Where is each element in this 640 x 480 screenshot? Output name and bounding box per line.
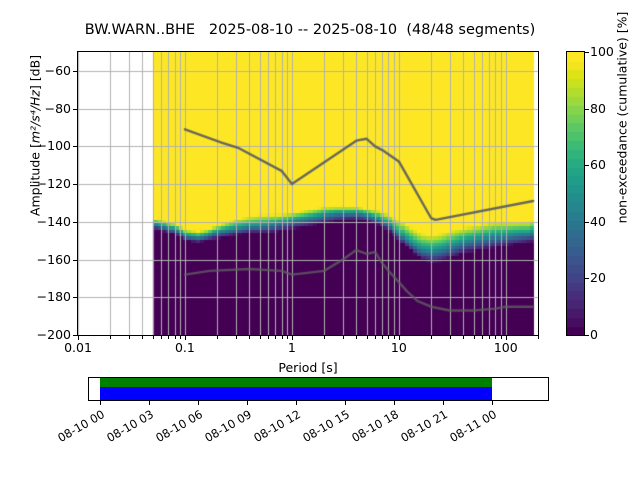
colorbar-label: non-exceedance (cumulative) [%] [614,11,630,224]
x-minor-tick-mark [495,336,496,339]
colorbar-tick-mark [585,335,589,336]
x-tick-mark [399,336,400,340]
x-minor-tick-mark [175,336,176,339]
y-tick-mark [73,222,77,223]
x-minor-tick-mark [474,336,475,339]
x-minor-tick-mark [180,336,181,339]
x-minor-tick-mark [375,336,376,339]
x-minor-tick-mark [343,336,344,339]
x-minor-tick-mark [287,336,288,339]
colorbar-tick-mark [585,222,589,223]
colorbar-tick-label: 80 [590,100,606,116]
x-minor-tick-mark [463,336,464,339]
colorbar-tick-mark [585,165,589,166]
data-coverage-bar [88,377,549,401]
coverage-segment-blue [100,387,492,400]
x-minor-tick-mark [161,336,162,339]
x-tick-label: 10 [390,340,407,355]
colorbar-tick-mark [585,278,589,279]
x-minor-tick-mark [217,336,218,339]
coverage-tick-mark [394,401,395,405]
figure-title: BW.WARN..BHE 2025-08-10 -- 2025-08-10 (4… [84,22,536,38]
colorbar-tick-label: 60 [590,157,606,173]
x-tick-label: 0.1 [174,340,195,355]
x-minor-tick-mark [356,336,357,339]
coverage-tick-mark [149,401,150,405]
colorbar-tick-label: 100 [590,44,614,59]
x-minor-tick-mark [268,336,269,339]
colorbar-tick-label: 40 [590,213,606,229]
y-tick-label: −80 [44,100,71,116]
y-tick-mark [73,335,77,336]
ppsd-plot-area [77,51,539,336]
coverage-tick-mark [345,401,346,405]
x-minor-tick-mark [431,336,432,339]
x-minor-tick-mark [450,336,451,339]
y-tick-label: −200 [36,327,71,342]
x-minor-tick-mark [394,336,395,339]
coverage-tick-label: 08-11 00 [447,407,499,445]
coverage-segment-green [100,378,492,387]
x-tick-label: 0.01 [64,340,92,355]
y-tick-label: −160 [36,251,71,267]
y-axis-label: Amplitude [m²/s⁴/Hz] [dB] [27,54,43,217]
x-minor-tick-mark [249,336,250,339]
x-tick-mark [506,336,507,340]
x-tick-label: 100 [493,340,518,355]
x-minor-tick-mark [388,336,389,339]
coverage-tick-mark [198,401,199,405]
colorbar-tick-label: 0 [590,327,598,342]
y-tick-mark [73,297,77,298]
colorbar [566,51,585,336]
x-minor-tick-mark [282,336,283,339]
x-minor-tick-mark [501,336,502,339]
y-tick-mark [73,260,77,261]
y-tick-label: −120 [36,176,71,192]
x-tick-mark [185,336,186,340]
x-minor-tick-mark [142,336,143,339]
x-axis-label: Period [s] [278,360,338,375]
y-tick-mark [73,71,77,72]
y-tick-mark [73,146,77,147]
colorbar-tick-mark [585,52,589,53]
x-minor-tick-mark [324,336,325,339]
colorbar-tick-mark [585,109,589,110]
coverage-tick-mark [296,401,297,405]
y-tick-label: −140 [36,213,71,229]
coverage-tick-mark [247,401,248,405]
colorbar-gradient [567,52,584,335]
x-minor-tick-mark [538,336,539,339]
x-tick-mark [292,336,293,340]
y-tick-label: −180 [36,289,71,305]
coverage-tick-mark [443,401,444,405]
x-minor-tick-mark [110,336,111,339]
x-minor-tick-mark [482,336,483,339]
y-tick-label: −100 [36,138,71,154]
x-minor-tick-mark [168,336,169,339]
x-minor-tick-mark [129,336,130,339]
coverage-tick-mark [492,401,493,405]
x-tick-label: 1 [287,340,296,355]
x-minor-tick-mark [275,336,276,339]
x-minor-tick-mark [236,336,237,339]
y-tick-mark [73,184,77,185]
coverage-tick-mark [100,401,101,405]
x-minor-tick-mark [489,336,490,339]
colorbar-tick-label: 20 [590,270,606,286]
x-minor-tick-mark [367,336,368,339]
x-minor-tick-mark [260,336,261,339]
x-tick-mark [78,336,79,340]
y-tick-mark [73,109,77,110]
y-tick-label: −60 [44,62,71,78]
noise-model-curves [78,52,538,335]
x-minor-tick-mark [382,336,383,339]
x-minor-tick-mark [153,336,154,339]
